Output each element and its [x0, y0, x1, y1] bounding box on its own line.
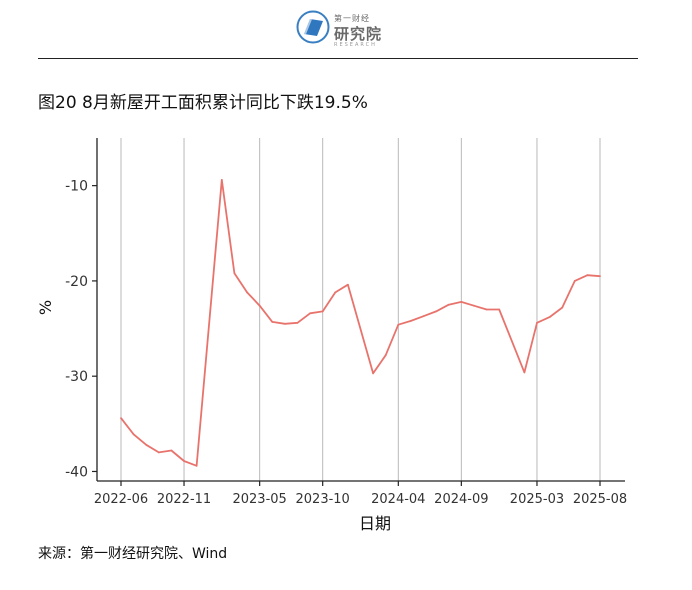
data-point [447, 303, 450, 306]
data-point [220, 179, 223, 181]
y-tick-label: -10 [65, 179, 88, 195]
source-note: 来源：第一财经研究院、Wind [38, 546, 228, 562]
logo-top-text: 第一财经 [334, 14, 370, 23]
data-point [498, 308, 501, 311]
data-point [183, 460, 185, 462]
logo-sub-text: RESEARCH [334, 42, 377, 48]
data-point [460, 300, 463, 303]
data-point [410, 320, 412, 322]
data-point [536, 321, 538, 324]
data-point [548, 316, 551, 319]
data-point [334, 291, 337, 294]
x-tick-label: 2024-09 [434, 492, 488, 507]
y-tick-label: -30 [65, 369, 88, 385]
x-tick-label: 2024-04 [371, 492, 425, 507]
data-point [271, 320, 274, 323]
logo-main-text: 研究院 [334, 25, 383, 43]
x-axis-label: 日期 [359, 514, 391, 533]
figure-title: 图20 8月新屋开工面积累计同比下跌19.5% [38, 93, 368, 113]
data-point [346, 283, 349, 286]
data-point [258, 304, 261, 307]
data-point [120, 417, 122, 420]
data-point [384, 354, 387, 357]
data-point [573, 280, 576, 282]
data-point [246, 291, 248, 294]
x-tick-label: 2025-03 [510, 492, 564, 507]
data-point [233, 272, 236, 275]
data-point [561, 306, 564, 309]
data-point [296, 321, 299, 324]
y-tick-label: -40 [65, 464, 88, 480]
x-tick-label: 2022-11 [157, 492, 211, 507]
data-point [523, 371, 526, 374]
data-point [586, 274, 589, 277]
data-point [435, 310, 438, 313]
y-axis-label: % [36, 300, 55, 315]
data-point [372, 372, 375, 375]
data-point [485, 308, 488, 311]
logo-emblem-icon [296, 10, 330, 44]
data-point [422, 315, 425, 318]
data-point [145, 443, 148, 446]
x-tick-label: 2025-08 [573, 492, 627, 507]
data-point [309, 312, 311, 315]
data-point [397, 323, 400, 326]
data-point [132, 433, 135, 436]
series-line [120, 178, 601, 467]
header-divider [38, 58, 638, 59]
data-point [473, 304, 475, 307]
data-point [157, 451, 160, 454]
x-tick-label: 2023-05 [232, 492, 286, 507]
data-point [283, 322, 286, 325]
brand-logo: 第一财经 研究院 RESEARCH [296, 10, 396, 50]
data-point [599, 275, 601, 278]
data-point [195, 464, 198, 467]
y-tick-label: -20 [65, 274, 88, 290]
x-tick-label: 2022-06 [94, 492, 148, 507]
x-tick-label: 2023-10 [296, 492, 350, 507]
data-point [170, 449, 173, 452]
data-point [321, 310, 324, 313]
